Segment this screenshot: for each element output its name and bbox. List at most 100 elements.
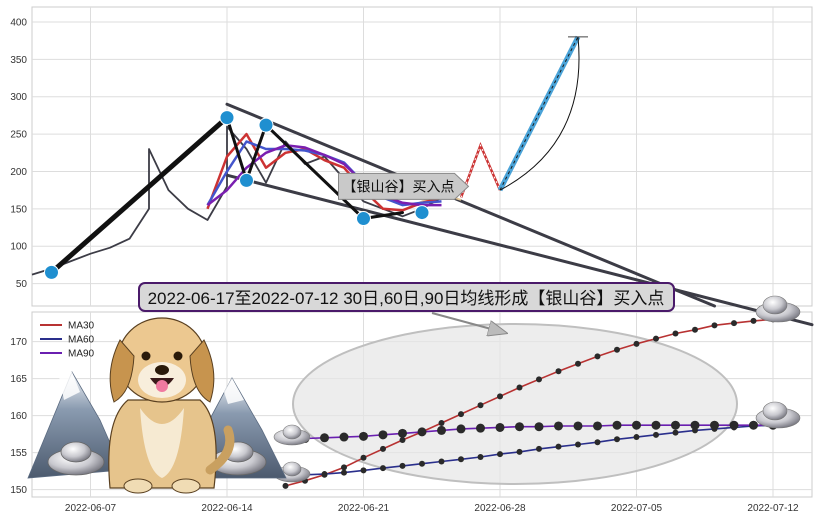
ma-series-point <box>399 462 406 469</box>
ma-series-point <box>614 436 620 443</box>
y-tick-label: 165 <box>10 374 27 385</box>
ma-series-point <box>359 431 368 441</box>
ma-series-point <box>575 360 581 367</box>
buy-point-annotation: 【银山谷】买入点 <box>338 172 470 200</box>
silver-ingot-icon <box>755 401 801 429</box>
projection-zigzag-dash <box>460 143 501 198</box>
signal-banner-text: 2022-06-17至2022-07-12 30日,60日,90日均线形成【银山… <box>148 289 665 308</box>
y-tick-label: 50 <box>16 279 28 290</box>
ma-series-point <box>476 423 485 433</box>
y-tick-label: 155 <box>10 448 27 459</box>
ma-series-point <box>477 402 484 409</box>
ma-series-point <box>438 420 445 426</box>
pivot-point <box>219 110 235 126</box>
ma-series-point <box>672 429 679 436</box>
y-tick-label: 170 <box>10 337 27 348</box>
ma-series-point <box>555 443 562 450</box>
ma-series-point <box>633 434 640 441</box>
x-tick-label: 2022-06-21 <box>338 503 390 514</box>
ma-series-point <box>341 469 347 476</box>
ma-series-point <box>380 465 386 472</box>
x-tick-label: 2022-06-28 <box>474 503 526 514</box>
silver-ingot-icon <box>755 295 801 323</box>
y-tick-label: 150 <box>10 204 27 215</box>
ma-series-point <box>477 454 484 461</box>
ma-legend: MA30 MA60 MA90 <box>40 321 95 360</box>
ma-series-point <box>516 448 523 455</box>
pivot-point <box>356 211 371 227</box>
ma-series-point <box>710 420 719 430</box>
ma-series-point <box>399 437 406 444</box>
ma-series-point <box>497 393 503 400</box>
ma-series-point <box>438 458 445 465</box>
banner-arrow <box>431 312 506 333</box>
ma-series-point <box>380 445 386 452</box>
ma-series-point <box>729 420 739 430</box>
y-tick-label: 400 <box>10 17 27 28</box>
ma-series-point <box>458 456 464 463</box>
y-tick-label: 100 <box>10 242 27 253</box>
y-tick-label: 250 <box>10 130 27 141</box>
ma-series-point <box>398 428 407 438</box>
ma-series-point <box>711 322 718 329</box>
legend-label: MA60 <box>68 335 95 346</box>
price-panel-frame <box>31 6 813 307</box>
projection-arc <box>499 36 580 191</box>
zigzag-trend-line <box>49 115 230 275</box>
ma-series-point <box>594 439 601 446</box>
ma-series-point <box>515 422 524 432</box>
ma-series-point <box>378 430 388 440</box>
ma-series-point <box>497 451 503 458</box>
ma-series-point <box>554 421 563 431</box>
x-tick-label: 2022-06-14 <box>201 503 253 514</box>
ma-series-line <box>285 318 774 487</box>
y-tick-label: 150 <box>10 485 27 496</box>
ma-series-point <box>731 320 737 327</box>
ma-series-point <box>573 421 583 431</box>
ma-series-point <box>341 464 347 471</box>
ma-series-point <box>612 420 622 430</box>
ma-series-point <box>419 460 425 467</box>
price-y-ticks: 50 100 150 200 250 300 350 400 <box>10 17 27 290</box>
ma-series-point <box>614 346 620 353</box>
ma-series-point <box>749 420 758 430</box>
pivot-point <box>258 117 274 133</box>
y-tick-label: 160 <box>10 411 27 422</box>
x-tick-label: 2022-06-07 <box>65 503 117 514</box>
ma-series-point <box>750 317 757 324</box>
price-layer: 【银山谷】买入点 <box>31 35 814 327</box>
ma-series-point <box>692 326 698 333</box>
ma-y-ticks: 150 155 160 165 170 <box>10 337 27 496</box>
ma-series-point <box>516 384 523 391</box>
ma-series-point <box>651 420 661 430</box>
x-tick-label: 2022-07-12 <box>747 503 799 514</box>
ma-series-point <box>653 431 659 438</box>
signal-banner: 2022-06-17至2022-07-12 30日,60日,90日均线形成【银山… <box>138 282 675 312</box>
ma-series-point <box>555 368 562 375</box>
ma-series-line <box>285 424 774 477</box>
ma-series-point <box>437 425 446 435</box>
dog-mascot-with-silver-ingots-and-mountains-icon <box>27 317 287 494</box>
price-ma-line <box>206 132 442 212</box>
ma-series-point <box>320 433 329 443</box>
ma-series-point <box>575 441 581 448</box>
legend-label: MA90 <box>68 349 95 360</box>
ma-series-point <box>633 340 640 347</box>
ma-series-point <box>321 471 328 478</box>
channel-line <box>225 102 716 308</box>
ma-series-point <box>536 376 542 383</box>
price-ma-line <box>206 144 442 207</box>
ma-series-point <box>594 353 601 360</box>
ma-series-point <box>632 420 641 430</box>
ma-series-point <box>360 454 367 461</box>
ma-series-point <box>536 445 542 452</box>
ma-series-point <box>593 421 602 431</box>
ma-series-point <box>495 422 505 432</box>
y-tick-label: 200 <box>10 167 27 178</box>
ma-series-point <box>534 422 544 432</box>
ma-series-point <box>282 482 289 489</box>
ma-series-point <box>360 467 367 474</box>
channel-line <box>225 173 814 327</box>
